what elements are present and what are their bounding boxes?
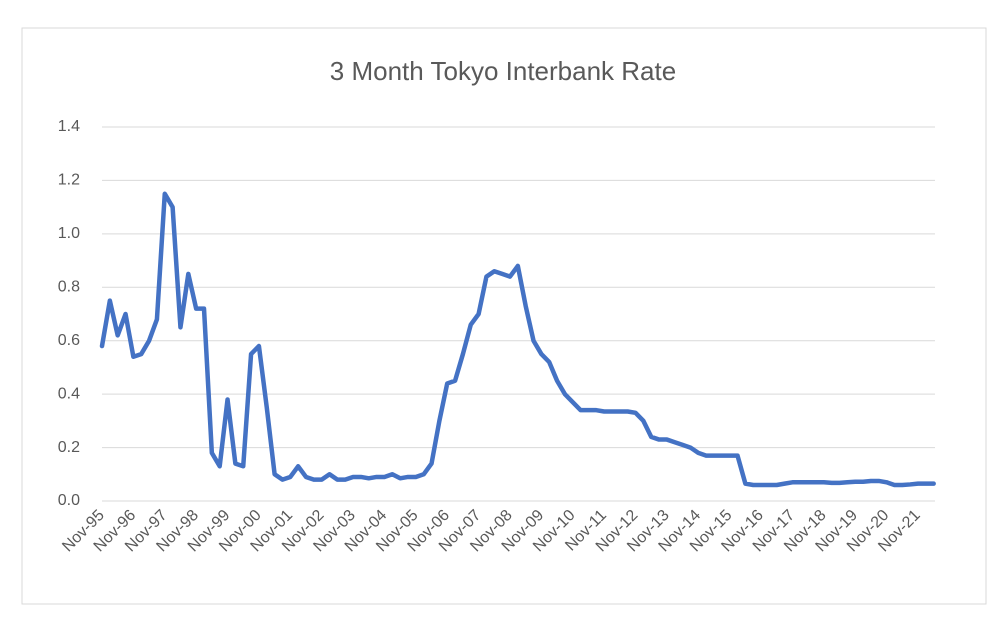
y-tick-label: 1.4 bbox=[58, 118, 80, 135]
y-tick-label: 1.2 bbox=[58, 172, 80, 189]
line-series bbox=[99, 191, 936, 488]
chart-title: 3 Month Tokyo Interbank Rate bbox=[330, 56, 676, 86]
y-tick-label: 0.2 bbox=[58, 439, 80, 456]
y-tick-label: 0.4 bbox=[58, 385, 80, 402]
y-tick-label: 0.8 bbox=[58, 279, 80, 296]
y-tick-label: 0.0 bbox=[58, 492, 80, 509]
y-tick-label: 0.6 bbox=[58, 332, 80, 349]
y-tick-label: 1.0 bbox=[58, 225, 80, 242]
